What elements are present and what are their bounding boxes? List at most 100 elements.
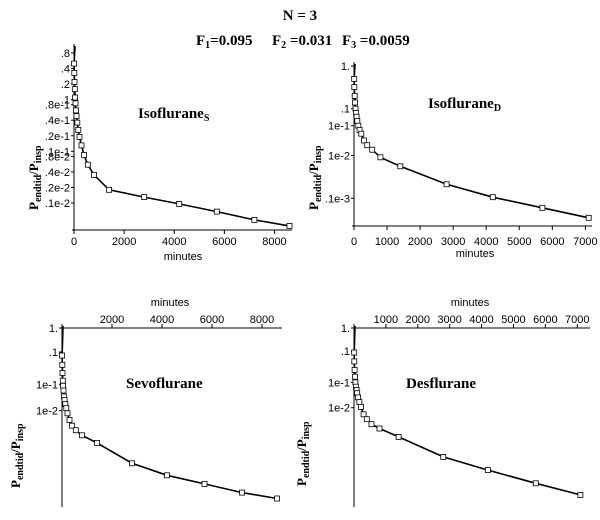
data-point [443,181,450,188]
data-point [377,154,384,161]
x-axis-label: minutes [451,297,490,309]
data-point [356,399,363,405]
x-tick-label: 4000 [150,314,174,326]
data-point [91,171,97,178]
x-tick-label: 7000 [573,236,597,248]
data-point [360,411,367,418]
x-tick-label: 8000 [262,236,286,248]
data-point [71,86,78,92]
f1-label: F1=0.095 [196,33,252,51]
data-point [351,366,358,373]
data-point [59,361,66,368]
y-axis-label: Pendtid/Pinsp [294,421,312,486]
chart-panel-desflurane: Desflurane Pendtid/Pinsp minutes 1000 200… [294,297,590,507]
data-point [72,427,79,434]
y-tick-label: .2e-2 [45,182,70,194]
fitted-curve [353,63,589,219]
y-tick-label: .2 [61,79,70,91]
data-point [71,70,78,76]
panel-title: IsofluraneD [428,96,501,114]
data-point [274,495,280,502]
y-tick-label: .1e-3 [325,193,350,205]
chart-panel-isoflurane-s: IsofluraneS Pendtid/Pinsp minutes 0 2000 4… [26,44,293,263]
y-tick-label: 1e-1 [328,121,350,133]
data-point [358,130,365,137]
data-point [368,421,375,428]
data-point [363,416,370,423]
y-tick-label: .8e-2 [45,151,70,163]
data-point [532,480,539,487]
y-tick-label: 1e-2 [328,151,350,163]
data-point [106,186,112,193]
data-point [351,93,358,99]
chart-panel-sevoflurane: Sevoflurane Pendtid/Pinsp minutes 2000 40… [8,297,282,507]
x-tick-label: 1000 [374,314,398,326]
data-point [395,433,402,440]
data-point [94,439,100,446]
data-point [59,352,65,359]
x-tick-label: 3000 [441,236,465,248]
x-tick-label: 1000 [375,236,399,248]
data-point [440,453,447,460]
y-tick-label: 1. [49,323,58,335]
data-point [376,425,383,432]
x-tick-label: 3000 [437,314,461,326]
n-label: N = 3 [283,8,317,24]
data-point [79,432,85,439]
x-tick-label: 0 [71,236,77,248]
data-point [71,79,78,85]
data-point [352,99,358,106]
x-tick-label: 5000 [507,236,531,248]
data-point [577,491,584,498]
data-point [354,118,361,124]
data-point [84,161,91,168]
data-point [213,208,220,215]
data-point [351,76,358,82]
y-tick-label: .8 [61,48,70,60]
data-point [358,403,364,410]
data-point [60,387,67,394]
data-point [369,146,376,153]
data-point [201,480,208,487]
x-tick-label: 0 [351,236,357,248]
data-point [251,216,258,223]
y-tick-label: 1e-1 [36,379,58,391]
fitted-curve [353,325,581,496]
y-tick-label: .8e-1 [45,100,70,112]
data-point [59,370,66,376]
data-point [69,422,75,429]
data-point [239,489,245,496]
y-tick-label: .4e-1 [45,115,70,127]
x-tick-label: 6000 [212,236,236,248]
data-point [74,119,81,126]
data-point [64,410,71,417]
data-point [164,472,170,479]
x-axis-label: minutes [456,248,495,260]
data-point [129,460,135,467]
panel-title: Sevoflurane [126,376,203,392]
data-point [176,200,183,207]
y-tick-label: .4 [61,64,70,76]
data-point [66,416,73,423]
data-point [71,60,77,67]
x-tick-label: 2000 [408,236,432,248]
y-tick-label: .4e-2 [45,167,70,179]
x-tick-label: 4000 [469,314,493,326]
y-tick-label: .1e-2 [45,198,70,210]
data-point [364,142,371,149]
data-point [539,204,546,211]
x-tick-label: 6000 [540,236,564,248]
x-tick-label: 4000 [474,236,498,248]
x-axis-label: minutes [151,297,190,309]
data-point [59,377,66,384]
panel-title: IsofluraneS [138,106,210,124]
data-point [72,94,78,101]
data-point [351,84,358,90]
y-tick-label: .1 [341,104,350,116]
x-tick-label: 2000 [112,236,136,248]
x-tick-label: 6000 [200,314,224,326]
f2-label: F2 =0.031 [272,33,332,51]
data-point [75,127,82,133]
data-point [78,142,85,149]
data-point [352,373,358,380]
